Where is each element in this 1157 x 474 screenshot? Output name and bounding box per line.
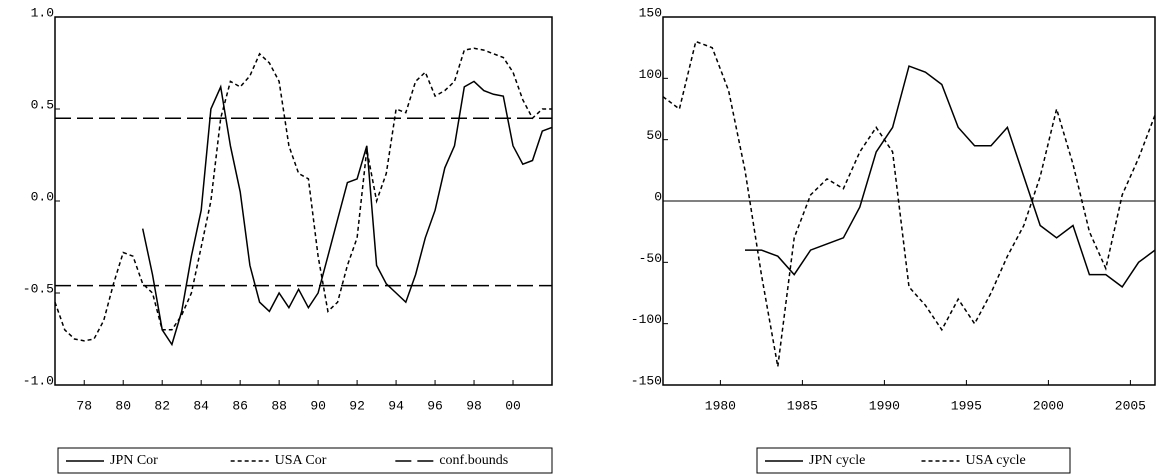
x-tick-label: 96 <box>427 398 443 413</box>
y-tick-label: -100 <box>631 312 662 327</box>
series-line <box>54 47 552 342</box>
y-tick-label: 0 <box>654 189 662 204</box>
y-tick-label: 100 <box>639 67 662 82</box>
x-tick-label: 82 <box>154 398 170 413</box>
series-line <box>141 80 553 347</box>
x-tick-label: 78 <box>76 398 92 413</box>
x-tick-label: 2005 <box>1115 398 1146 413</box>
y-tick-label: 50 <box>646 128 662 143</box>
x-tick-label: 1990 <box>869 398 900 413</box>
legend-box <box>57 447 553 474</box>
x-tick-label: 88 <box>271 398 287 413</box>
legend-label: JPN Cor <box>110 453 158 468</box>
legend: JPN cycle USA cycle <box>756 447 1071 474</box>
y-tick-label: 0.0 <box>31 189 54 204</box>
x-tick-label: 1985 <box>787 398 818 413</box>
y-tick-label: 150 <box>639 5 662 20</box>
x-tick-label: 90 <box>310 398 326 413</box>
x-tick-label: 92 <box>349 398 365 413</box>
legend-label: USA Cor <box>275 453 327 468</box>
x-tick-label: 94 <box>388 398 404 413</box>
legend-label: JPN cycle <box>809 453 865 468</box>
x-tick-label: 80 <box>115 398 131 413</box>
y-tick-label: 1.0 <box>31 5 54 20</box>
y-tick-label: -50 <box>639 251 662 266</box>
x-tick-label: 1995 <box>951 398 982 413</box>
y-tick-label: -0.5 <box>23 281 54 296</box>
y-tick-label: -150 <box>631 373 662 388</box>
legend: JPN Cor USA Cor conf.bounds <box>57 447 553 474</box>
series-line <box>662 40 1156 367</box>
legend-box <box>756 447 1071 474</box>
x-tick-label: 00 <box>505 398 521 413</box>
x-tick-label: 2000 <box>1033 398 1064 413</box>
plot-frame <box>54 16 553 386</box>
x-tick-label: 1980 <box>705 398 736 413</box>
y-tick-label: 0.5 <box>31 97 54 112</box>
x-tick-label: 98 <box>466 398 482 413</box>
y-tick-label: -1.0 <box>23 373 54 388</box>
x-tick-label: 84 <box>193 398 209 413</box>
x-tick-label: 86 <box>232 398 248 413</box>
legend-label: USA cycle <box>966 453 1026 468</box>
legend-label: conf.bounds <box>439 453 508 468</box>
series-line <box>745 65 1156 288</box>
